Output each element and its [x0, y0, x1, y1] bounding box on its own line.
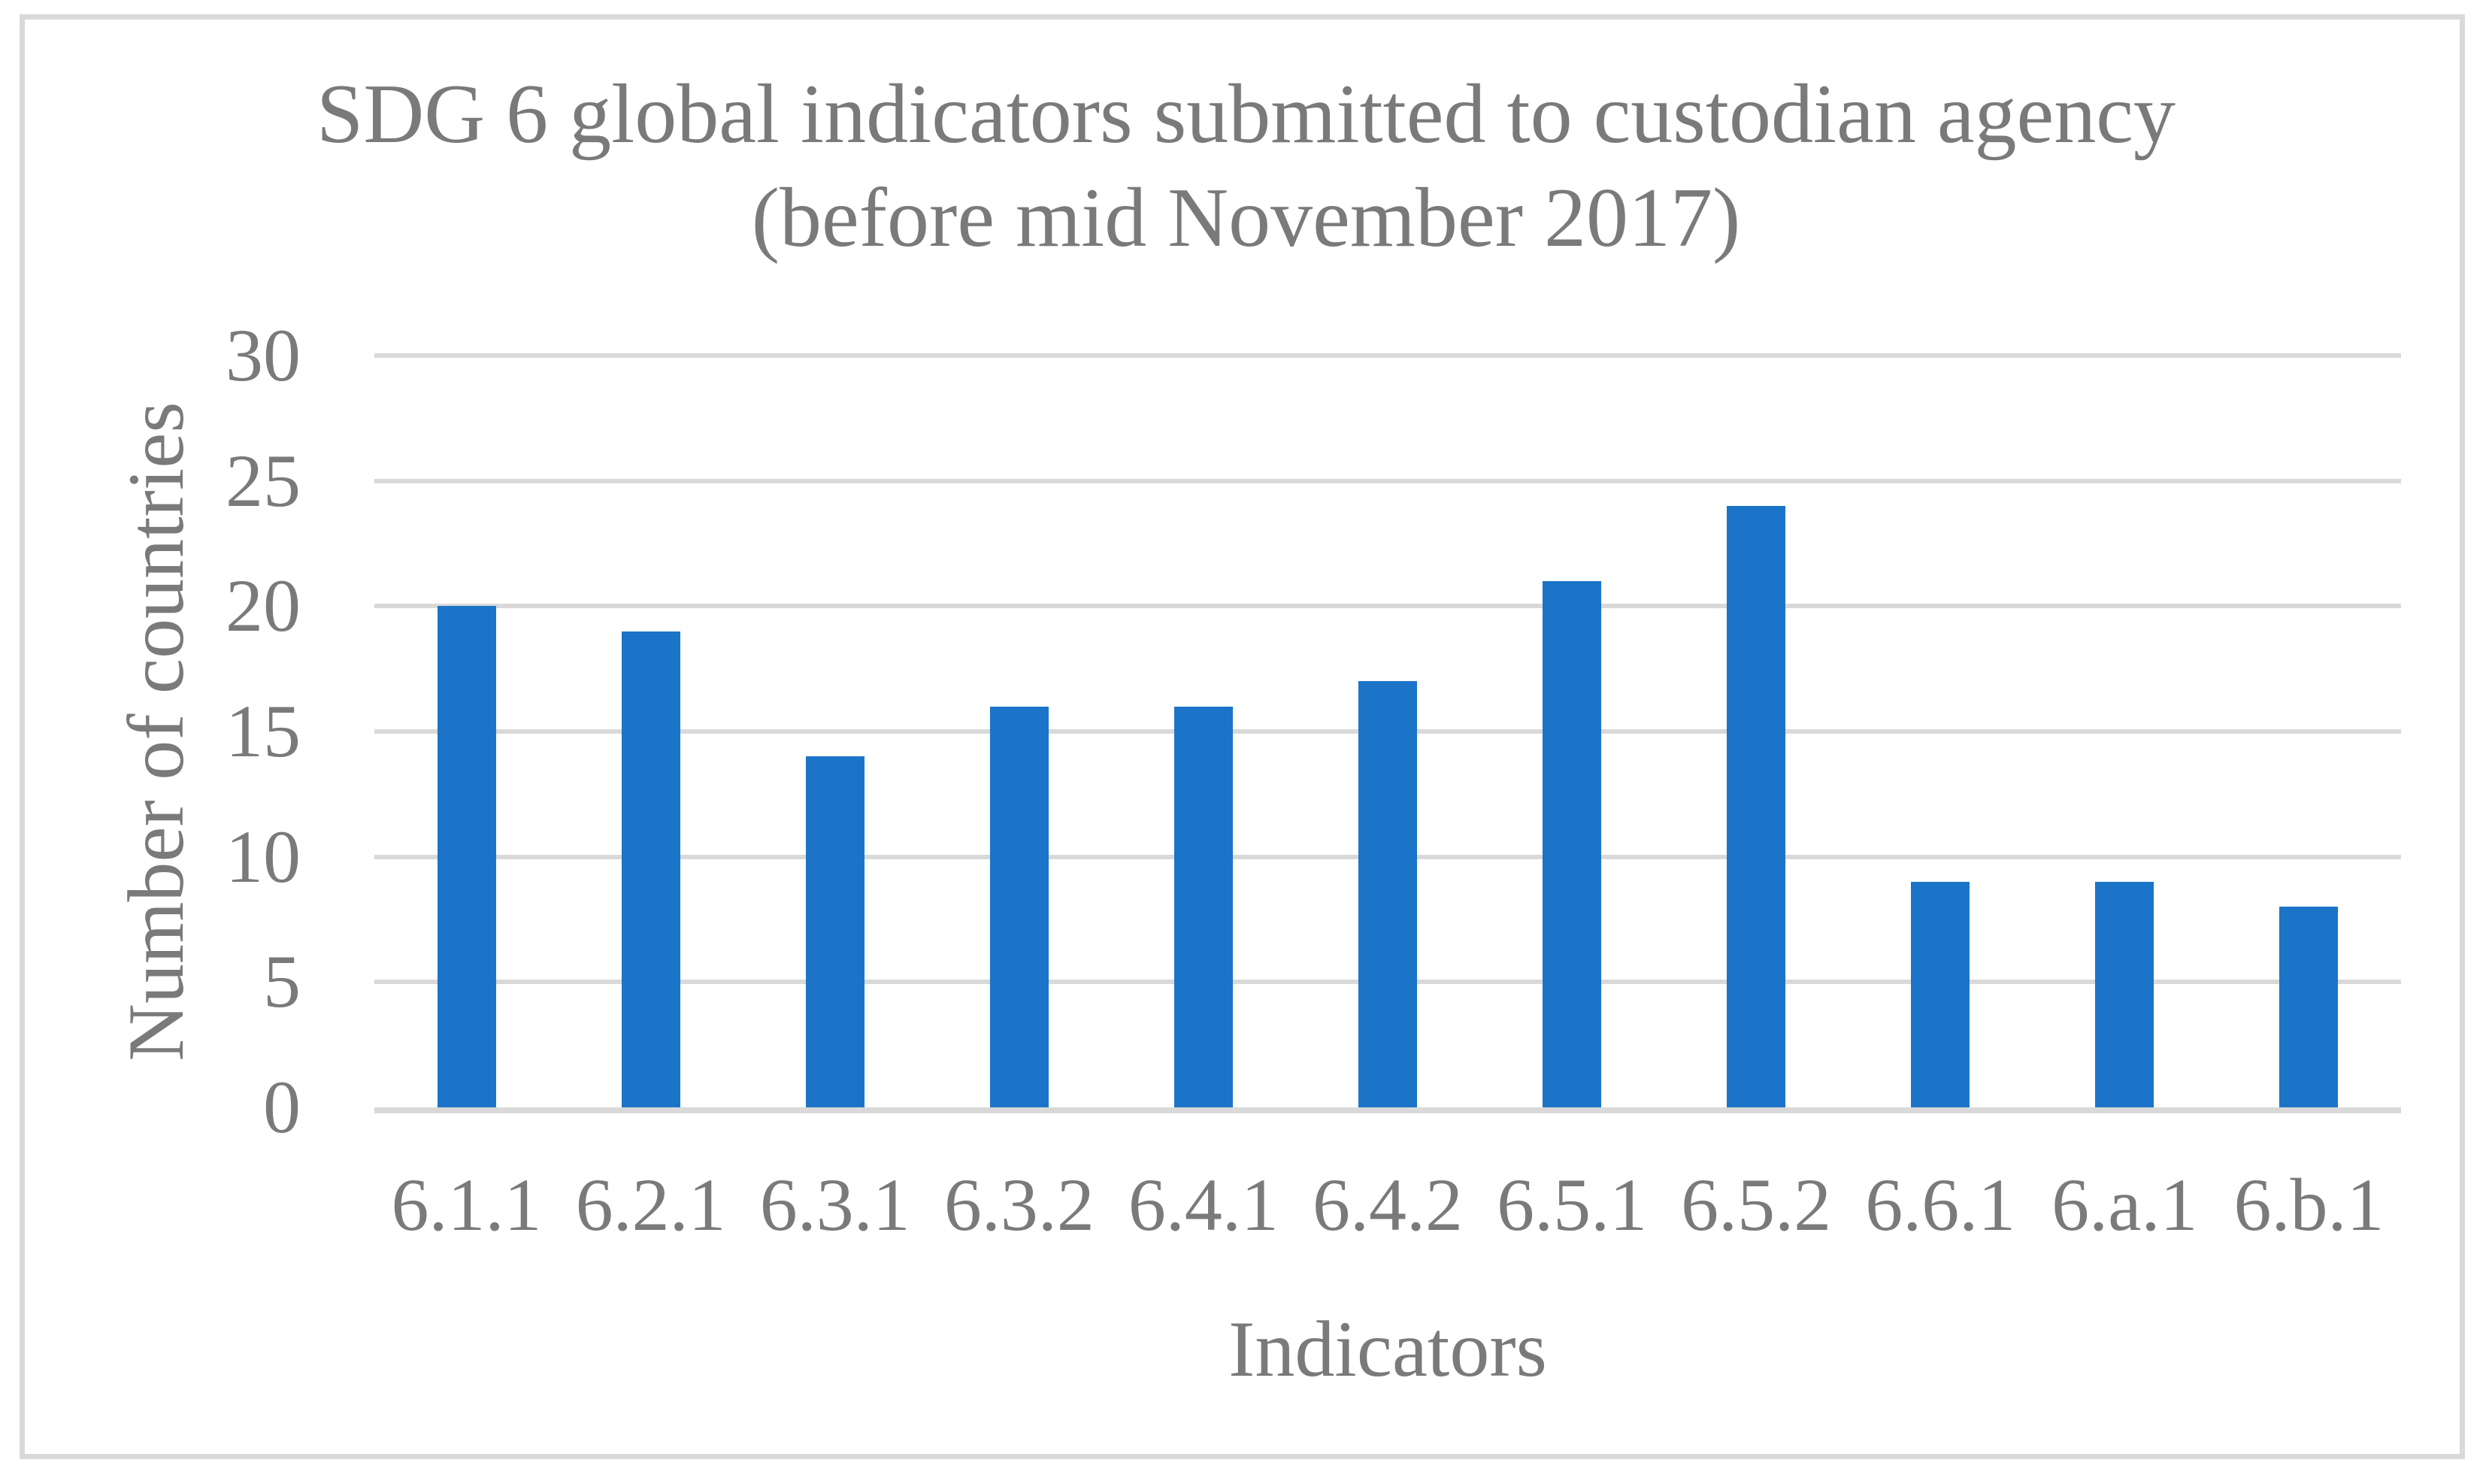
gridline-y-20: [374, 604, 2401, 609]
x-tick-label-6.a.1: 6.a.1: [2051, 1163, 2198, 1246]
x-axis-line: [374, 1107, 2401, 1113]
y-tick-label-15: 15: [226, 689, 301, 773]
gridline-y-30: [374, 353, 2401, 358]
y-tick-label-10: 10: [226, 814, 301, 898]
plot-area: [374, 353, 2401, 1113]
bar-6.4.1: [1173, 706, 1233, 1107]
chart-title-line-2: (before mid November 2017): [751, 171, 1741, 265]
x-tick-label-6.3.1: 6.3.1: [759, 1163, 910, 1246]
x-tick-label-6.1.1: 6.1.1: [391, 1163, 542, 1246]
x-tick-label-6.2.1: 6.2.1: [575, 1163, 726, 1246]
bar-6.3.2: [989, 706, 1049, 1107]
y-tick-label-0: 0: [263, 1065, 301, 1149]
x-tick-label-6.5.1: 6.5.1: [1497, 1163, 1648, 1246]
x-tick-label-6.4.2: 6.4.2: [1313, 1163, 1463, 1246]
x-tick-label-6.5.2: 6.5.2: [1681, 1163, 1832, 1246]
x-axis-title: Indicators: [1228, 1305, 1547, 1393]
chart-title-line-1: SDG 6 global indicators submitted to cus…: [316, 68, 2176, 161]
bar-6.2.1: [621, 631, 680, 1107]
y-tick-label-25: 25: [226, 438, 301, 522]
bar-6.3.1: [805, 756, 864, 1107]
bar-6.a.1: [2095, 882, 2154, 1107]
bar-6.1.1: [437, 606, 496, 1107]
bar-6.5.1: [1543, 581, 1602, 1107]
chart-frame-border: [20, 14, 2465, 1459]
bar-6.5.2: [1727, 506, 1786, 1107]
gridline-y-25: [374, 478, 2401, 483]
x-tick-label-6.3.2: 6.3.2: [943, 1163, 1095, 1246]
chart-title: SDG 6 global indicators submitted to cus…: [0, 63, 2492, 271]
y-tick-label-30: 30: [226, 313, 301, 397]
bar-6.b.1: [2279, 907, 2339, 1107]
bar-6.4.2: [1358, 681, 1417, 1107]
x-tick-label-6.b.1: 6.b.1: [2233, 1163, 2385, 1246]
x-tick-label-6.6.1: 6.6.1: [1865, 1163, 2016, 1246]
bar-6.6.1: [1911, 882, 1970, 1107]
x-tick-label-6.4.1: 6.4.1: [1128, 1163, 1279, 1246]
y-tick-label-5: 5: [263, 940, 301, 1024]
y-tick-label-20: 20: [226, 564, 301, 648]
